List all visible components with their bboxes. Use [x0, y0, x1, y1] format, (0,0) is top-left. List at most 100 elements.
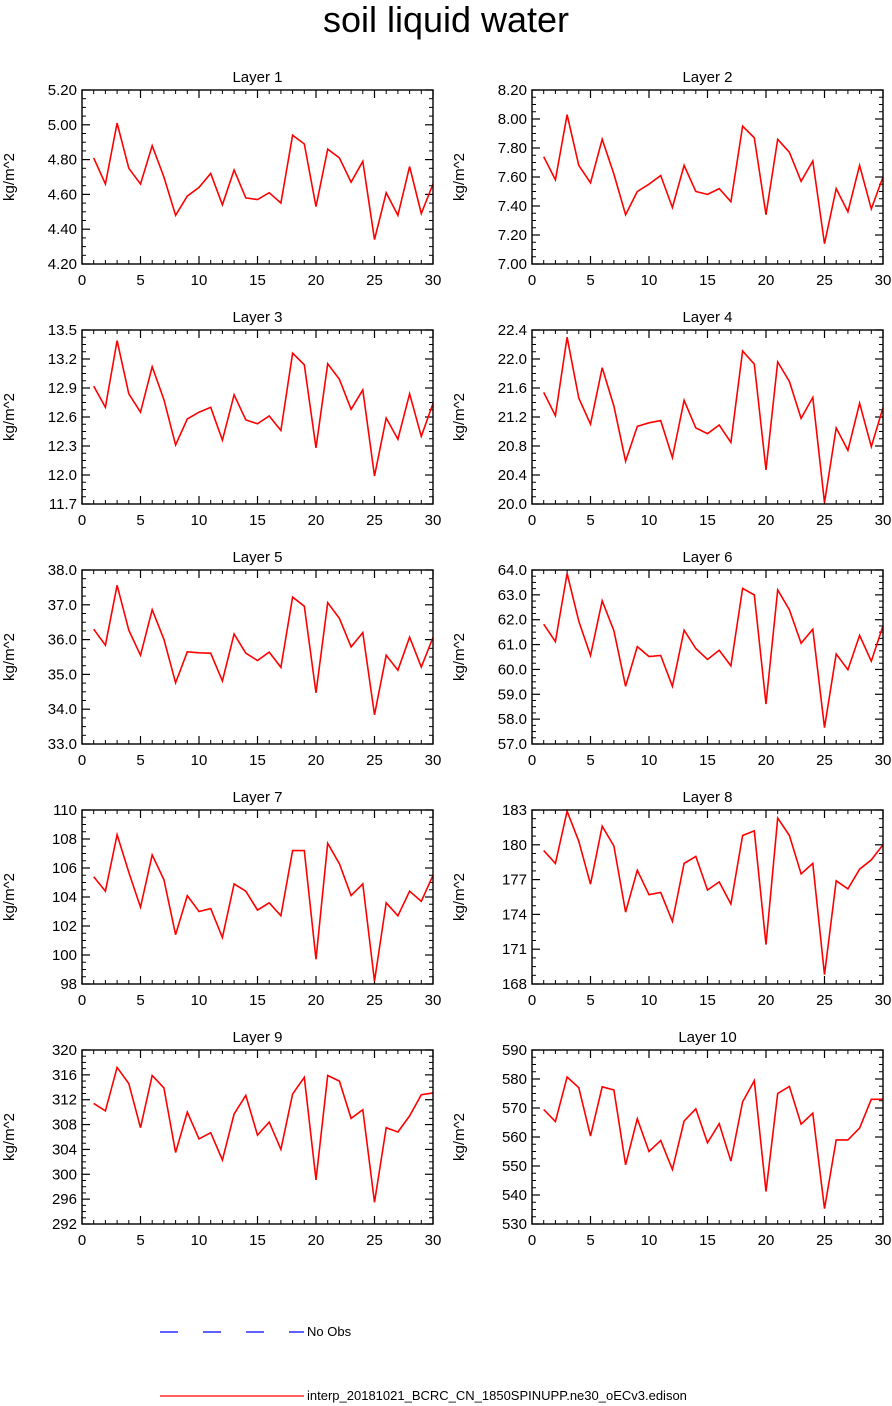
series-line-layer-8 [543, 808, 884, 975]
x-tick-label: 5 [136, 512, 144, 529]
x-tick-label: 30 [425, 512, 442, 529]
x-tick-label: 30 [425, 752, 442, 769]
x-tick-label: 30 [425, 1232, 442, 1249]
y-tick-label: 312 [52, 1092, 77, 1109]
x-tick-label: 30 [875, 512, 892, 529]
y-tick-label: 7.20 [498, 227, 527, 244]
chart-layer-1: Layer 1 0 5 10 15 20 25 30 4.20 4.40 4.60 4.80 5.00 5… [1, 69, 441, 289]
x-tick-label: 20 [758, 512, 775, 529]
x-tick-label: 5 [586, 1232, 594, 1249]
chart-title-layer-4: Layer 4 [682, 309, 732, 326]
x-tick-label: 20 [758, 272, 775, 289]
y-tick-label: 292 [52, 1216, 77, 1233]
y-tick-label: 59.0 [498, 686, 527, 703]
series-line-layer-10 [543, 1075, 883, 1209]
y-tick-label: 60.0 [498, 661, 527, 678]
y-tick-label: 21.6 [498, 380, 527, 397]
y-tick-label: 34.0 [48, 701, 77, 718]
x-tick-label: 15 [699, 1232, 716, 1249]
y-axis-label: kg/m^2 [1, 633, 18, 681]
x-tick-label: 25 [366, 512, 383, 529]
plot-frame [81, 1049, 434, 1225]
x-tick-label: 5 [136, 992, 144, 1009]
x-tick-label: 20 [308, 512, 325, 529]
y-axis-label: kg/m^2 [451, 633, 468, 681]
x-tick-label: 5 [586, 752, 594, 769]
x-tick-label: 5 [586, 512, 594, 529]
x-tick-label: 15 [699, 512, 716, 529]
x-tick-label: 0 [528, 992, 536, 1009]
x-tick-label: 20 [308, 752, 325, 769]
y-tick-label: 102 [52, 918, 77, 935]
y-tick-label: 12.6 [48, 409, 77, 426]
chart-layer-10: Layer 10 0 5 10 15 20 25 30 530 540 550 560 570 580 59… [451, 1029, 891, 1249]
x-tick-label: 25 [816, 752, 833, 769]
y-tick-label: 580 [502, 1071, 527, 1088]
y-tick-label: 180 [502, 837, 527, 854]
y-tick-label: 104 [52, 889, 77, 906]
chart-title-layer-5: Layer 5 [232, 549, 282, 566]
y-tick-label: 296 [52, 1191, 77, 1208]
x-tick-label: 10 [641, 272, 658, 289]
x-tick-label: 0 [78, 752, 86, 769]
series-line-layer-4 [542, 337, 884, 503]
plot-frame [531, 809, 884, 985]
y-tick-label: 33.0 [48, 736, 77, 753]
x-tick-label: 15 [699, 992, 716, 1009]
legend-obs-label: No Obs [307, 1324, 352, 1339]
x-tick-label: 10 [191, 992, 208, 1009]
y-axis-label: kg/m^2 [451, 873, 468, 921]
x-tick-label: 5 [136, 272, 144, 289]
series-line-layer-6 [543, 573, 884, 728]
x-tick-label: 0 [528, 752, 536, 769]
y-tick-label: 570 [502, 1100, 527, 1117]
chart-layer-5: Layer 5 0 5 10 15 20 25 30 33.0 34.0 35.0 36.0 37.0 3… [1, 549, 441, 769]
y-tick-label: 530 [502, 1216, 527, 1233]
y-tick-label: 7.80 [498, 140, 527, 157]
x-tick-label: 30 [425, 272, 442, 289]
x-tick-label: 0 [528, 272, 536, 289]
plot-frame [81, 329, 434, 505]
y-tick-label: 174 [502, 906, 527, 923]
y-axis-label: kg/m^2 [1, 153, 18, 201]
chart-layer-6: Layer 6 0 5 10 15 20 25 30 57.0 58.0 59.0 60.0 61.0 6… [451, 549, 891, 769]
x-tick-label: 15 [249, 992, 266, 1009]
x-tick-label: 10 [641, 1232, 658, 1249]
y-tick-label: 22.4 [498, 322, 527, 339]
x-tick-label: 30 [875, 752, 892, 769]
y-axis-label: kg/m^2 [1, 1113, 18, 1161]
y-tick-label: 590 [502, 1042, 527, 1059]
x-tick-label: 25 [816, 272, 833, 289]
plot-frame [531, 329, 884, 505]
y-tick-label: 4.80 [48, 152, 77, 169]
x-tick-label: 10 [641, 752, 658, 769]
y-axis-label: kg/m^2 [451, 393, 468, 441]
x-tick-label: 5 [586, 272, 594, 289]
y-tick-label: 304 [52, 1141, 77, 1158]
chart-title-layer-9: Layer 9 [232, 1029, 282, 1046]
y-tick-label: 540 [502, 1187, 527, 1204]
y-tick-label: 35.0 [48, 666, 77, 683]
legend: No Obs interp_20181021_BCRC_CN_1850SPINU… [0, 1310, 892, 1406]
series-line-layer-2 [542, 114, 884, 244]
y-tick-label: 106 [52, 860, 77, 877]
y-tick-label: 22.0 [498, 351, 527, 368]
y-tick-label: 5.00 [48, 117, 77, 134]
x-tick-label: 20 [758, 992, 775, 1009]
x-tick-label: 10 [191, 1232, 208, 1249]
y-tick-label: 13.2 [48, 351, 77, 368]
y-axis-label: kg/m^2 [1, 873, 18, 921]
chart-title-layer-7: Layer 7 [232, 789, 282, 806]
y-tick-label: 320 [52, 1042, 77, 1059]
x-tick-label: 10 [641, 992, 658, 1009]
y-tick-label: 12.0 [48, 467, 77, 484]
y-tick-label: 62.0 [498, 612, 527, 629]
x-tick-label: 10 [191, 752, 208, 769]
chart-layer-9: Layer 9 0 5 10 15 20 25 30 292 296 300 304 308 312 316… [1, 1029, 441, 1249]
y-tick-label: 316 [52, 1067, 77, 1084]
y-tick-label: 12.9 [48, 380, 77, 397]
plot-frame [531, 89, 884, 265]
chart-layer-4: Layer 4 0 5 10 15 20 25 30 20.0 20.4 20.8 21.2 21.6 2… [451, 309, 891, 529]
y-tick-label: 108 [52, 831, 77, 848]
chart-layer-3: Layer 3 0 5 10 15 20 25 30 11.7 12.0 12.3 12.6 12.9 1… [1, 309, 441, 529]
